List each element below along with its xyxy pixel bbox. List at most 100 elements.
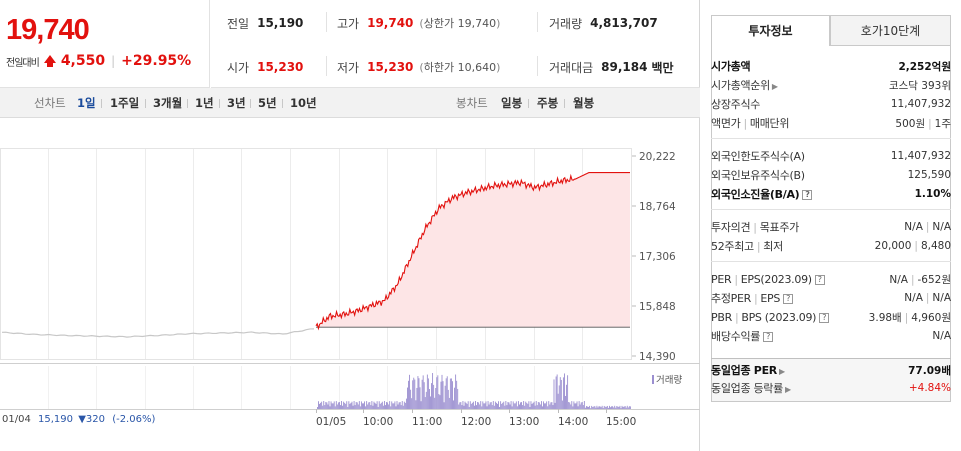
volume-bar (370, 405, 372, 409)
volume-bar (340, 405, 341, 409)
volume-bar (320, 402, 322, 409)
volume-bar (544, 403, 546, 409)
help-icon[interactable]: ? (802, 190, 813, 200)
period-1w-button[interactable]: 1주일 (110, 96, 140, 110)
period-1d-button[interactable]: 1일 (77, 96, 96, 110)
plot-frame (0, 148, 632, 360)
volume-bar (402, 405, 404, 409)
volume-bar (481, 406, 483, 409)
volume-bar (460, 402, 462, 409)
volume-bar (387, 402, 389, 409)
row-market-cap-rank[interactable]: 시가총액순위 ▶ 코스닥 393위 (711, 79, 951, 92)
help-icon[interactable]: ? (763, 332, 774, 342)
price-tick-label: 14,390 (639, 351, 676, 363)
volume-bar (569, 402, 571, 409)
volume-bar (529, 406, 531, 409)
period-10y-button[interactable]: 10년 (290, 96, 317, 110)
volume-bar (467, 401, 469, 409)
volume-bar (534, 405, 536, 409)
price-chart: 20,222 18,764 17,306 15,848 14,390 01/05 10:00… (0, 118, 700, 451)
tab-orderbook[interactable]: 호가10단계 (830, 15, 951, 46)
volume-bar (337, 402, 339, 409)
volume-bar (317, 407, 318, 409)
volume-bar (373, 401, 375, 409)
volume-bar (436, 377, 438, 409)
period-5y-button[interactable]: 5년 (258, 96, 277, 110)
stat-low: 저가 15,230 (하한가 10,640) (337, 60, 501, 75)
volume-bar (614, 405, 616, 409)
row-foreign-ratio: 외국인소진율(B/A)? 1.10% (711, 188, 951, 201)
tab-invest-info[interactable]: 투자정보 (711, 15, 830, 46)
volume-bar (540, 401, 542, 409)
volume-bar (483, 403, 485, 409)
today-price-line (315, 171, 630, 331)
period-1y-button[interactable]: 1년 (195, 96, 214, 110)
volume-bar (433, 384, 435, 409)
chevron-right-icon: ▶ (778, 367, 785, 376)
row-sector-per[interactable]: 동일업종 PER ▶ 77.09배 (711, 364, 951, 377)
volume-bar (606, 405, 608, 409)
volume-bar (344, 402, 346, 409)
volume-bar (472, 401, 474, 409)
volume-bar (527, 403, 529, 409)
volume-bar (430, 396, 431, 409)
volume-bar (625, 407, 627, 409)
volume-bar (341, 401, 342, 409)
volume-bar (441, 374, 443, 409)
candle-monthly-button[interactable]: 월봉 (573, 96, 595, 110)
sector-shade (712, 359, 950, 401)
row-par-unit: 액면가 | 매매단위 500원 | 1주 (711, 117, 951, 130)
volume-bar (513, 403, 515, 409)
help-icon[interactable]: ? (819, 312, 830, 323)
volume-bar (616, 406, 618, 409)
volume-bar (548, 401, 550, 409)
volume-bar (435, 388, 437, 409)
volume-bar (403, 401, 405, 409)
volume-bar (438, 394, 440, 409)
volume-bar (360, 401, 362, 409)
volume-bar (500, 401, 502, 409)
volume-bar (550, 402, 552, 409)
volume-bar (603, 405, 605, 409)
volume-bar (530, 401, 532, 409)
volume-bar (367, 404, 369, 409)
chevron-right-icon: ▶ (771, 82, 778, 91)
line-chart-label: 선차트 (34, 96, 66, 110)
candle-weekly-button[interactable]: 주봉 (537, 96, 559, 110)
volume-bar (461, 405, 463, 409)
row-pbr-bps: PBR | BPS (2023.09)? 3.98배 | 4,960원 (711, 310, 951, 324)
volume-bar (362, 403, 363, 409)
stock-quote-panel: 19,740 전일대비 4,550 | +29.95% 전일 15,190 고가 1… (0, 0, 700, 451)
volume-bar (319, 403, 320, 409)
period-3y-button[interactable]: 3년 (227, 96, 246, 110)
volume-bar (624, 406, 626, 409)
volume-bar (522, 405, 524, 409)
stat-high: 고가 19,740 (상한가 19,740) (337, 16, 501, 31)
volume-bar (629, 406, 631, 409)
change-percent: +29.95% (121, 53, 192, 69)
volume-bar (490, 402, 492, 409)
help-icon[interactable]: ? (783, 294, 794, 304)
volume-bar (386, 402, 387, 409)
volume-bar (385, 405, 386, 409)
volume-bar (604, 406, 606, 409)
volume-bar (359, 406, 361, 409)
row-sector-change[interactable]: 동일업종 등락률 ▶ +4.84% (711, 382, 951, 395)
volume-bar (471, 402, 473, 409)
volume-bar (448, 397, 450, 409)
chart-period-toolbar: 선차트 1일 1주일 3개월 1년 3년 5년 10년 봉차트 일봉 주봉 월봉 (0, 88, 700, 118)
volume-bar (560, 379, 562, 409)
price-change: 전일대비 4,550 | +29.95% (6, 53, 192, 69)
volume-bar (453, 400, 454, 409)
volume-bar (495, 402, 497, 409)
volume-bar (353, 401, 355, 409)
volume-bar (511, 406, 513, 409)
volume-bar (610, 407, 611, 409)
volume-bar (389, 401, 391, 409)
volume-bar (410, 389, 412, 409)
volume-bar (618, 406, 620, 409)
candle-daily-button[interactable]: 일봉 (501, 96, 523, 110)
help-icon[interactable]: ? (814, 274, 825, 285)
period-3m-button[interactable]: 3개월 (153, 96, 183, 110)
volume-bar (393, 403, 395, 409)
